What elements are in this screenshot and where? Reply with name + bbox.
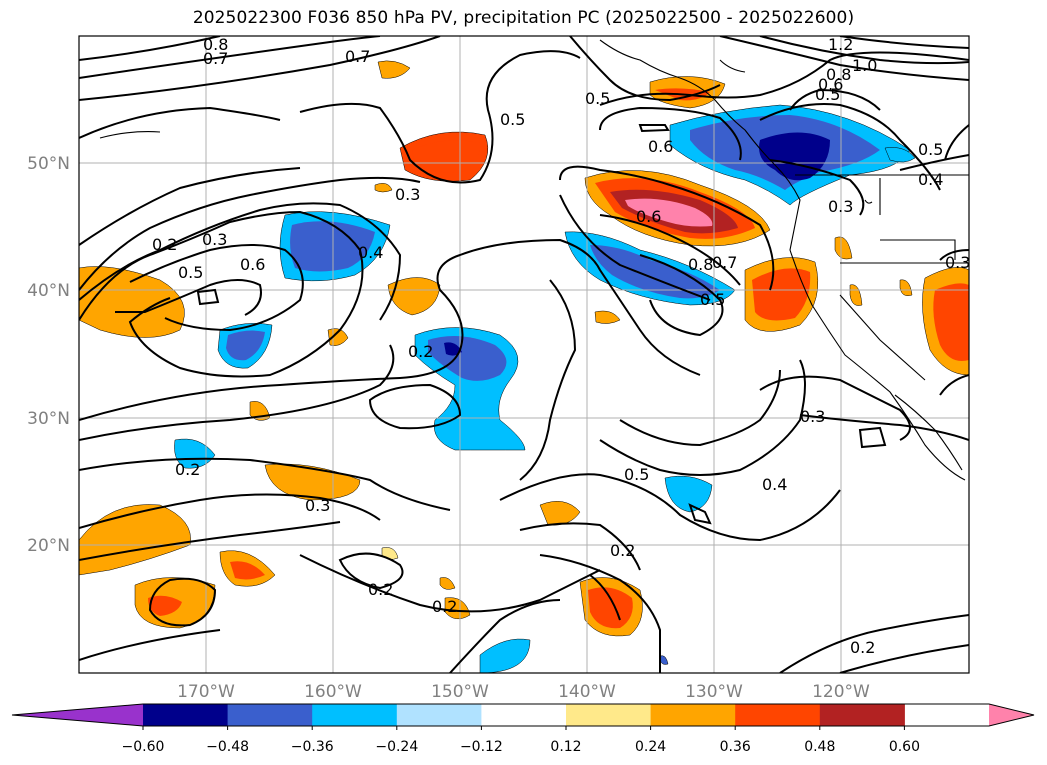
lon-label: 130°W (685, 682, 743, 702)
colorbar-tick-label: 0.24 (635, 739, 666, 755)
colorbar-cell (819, 704, 905, 726)
colorbar-right-extension (989, 704, 1034, 726)
lon-label: 160°W (304, 682, 362, 702)
colorbar-tick-label: 0.48 (804, 739, 835, 755)
colorbar-cell (566, 704, 652, 726)
lon-label: 170°W (177, 682, 235, 702)
contour-label: 0.2 (432, 597, 457, 616)
contour-label: 0.3 (828, 197, 853, 216)
contour-label: 0.6 (240, 255, 265, 274)
contour-label: 0.3 (395, 185, 420, 204)
contour-label: 0.3 (800, 407, 825, 426)
contour-label: 0.4 (358, 243, 383, 262)
lon-label: 120°W (812, 682, 870, 702)
contour-label: 0.7 (345, 47, 370, 66)
colorbar: −0.60 −0.48 −0.36 −0.24 −0.12 0.12 0.24 0.36 0.4… (11, 703, 1035, 755)
colorbar-tick-label: −0.24 (375, 739, 418, 755)
contour-label: 0.5 (700, 290, 725, 309)
contour-label: 0.7 (712, 253, 737, 272)
colorbar-left-extension (12, 704, 143, 726)
colorbar-tick-label: 0.36 (720, 739, 751, 755)
colorbar-cell (143, 704, 229, 726)
contour-label: 0.2 (368, 580, 393, 599)
contour-label: 0.5 (815, 85, 840, 104)
contour-label: 0.2 (152, 235, 177, 254)
contour-label: 0.2 (850, 638, 875, 657)
colorbar-cell (650, 704, 736, 726)
contour-label: 0.5 (500, 110, 525, 129)
lat-label: 30°N (27, 409, 70, 429)
contour-label: 0.4 (918, 170, 943, 189)
colorbar-tick-label: 0.60 (889, 739, 920, 755)
contour-label: 0.8 (203, 35, 228, 54)
longitude-labels: 170°W 160°W 150°W 140°W 130°W 120°W (177, 682, 870, 702)
pv-contours (79, 36, 969, 673)
colorbar-tick-label: −0.36 (291, 739, 334, 755)
contour-label: 0.2 (175, 460, 200, 479)
contour-label: 0.6 (648, 137, 673, 156)
contour-label: 0.6 (818, 75, 843, 94)
contour-label: 0.2 (610, 541, 635, 560)
map-frame (78, 35, 970, 674)
contour-label: 0.5 (918, 140, 943, 159)
map-title: 2025022300 F036 850 hPa PV, precipitatio… (192, 8, 855, 28)
map-area: 0.8 0.7 0.7 1.2 1.0 0.8 0.6 0.5 0.5 0.5 … (79, 35, 970, 673)
contour-label: 0.8 (688, 255, 713, 274)
colorbar-cell (227, 704, 313, 726)
contour-label: 0.5 (624, 465, 649, 484)
contour-label: 0.5 (178, 263, 203, 282)
contour-label: 1.0 (852, 56, 877, 75)
colorbar-cell (312, 704, 398, 726)
lon-label: 150°W (431, 682, 489, 702)
lat-label: 40°N (27, 281, 70, 301)
contour-label: 0.7 (203, 49, 228, 68)
contour-label: 0.8 (826, 65, 851, 84)
contour-label: 0.3 (202, 230, 227, 249)
contour-label: 0.3 (305, 496, 330, 515)
contour-label: 0.5 (585, 89, 610, 108)
latitude-labels: 50°N 40°N 30°N 20°N (27, 154, 70, 556)
colorbar-tick-label: −0.48 (206, 739, 249, 755)
coastlines (99, 39, 969, 481)
colorbar-cell (735, 704, 821, 726)
colorbar-tick-label: −0.60 (122, 739, 165, 755)
contour-label: 0.2 (408, 342, 433, 361)
contour-label: 0.6 (636, 207, 661, 226)
colorbar-tick-label: 0.12 (550, 739, 581, 755)
colorbar-tick-label: −0.12 (460, 739, 503, 755)
lat-label: 20°N (27, 536, 70, 556)
colorbar-cell (396, 704, 482, 726)
contour-labels: 0.8 0.7 0.7 1.2 1.0 0.8 0.6 0.5 0.5 0.5 … (152, 35, 970, 657)
lat-label: 50°N (27, 154, 70, 174)
contour-label: 0.3 (945, 253, 970, 272)
colorbar-cell (481, 704, 567, 726)
contour-label: 0.4 (762, 475, 787, 494)
lon-label: 140°W (558, 682, 616, 702)
contour-label: 1.2 (828, 35, 853, 54)
